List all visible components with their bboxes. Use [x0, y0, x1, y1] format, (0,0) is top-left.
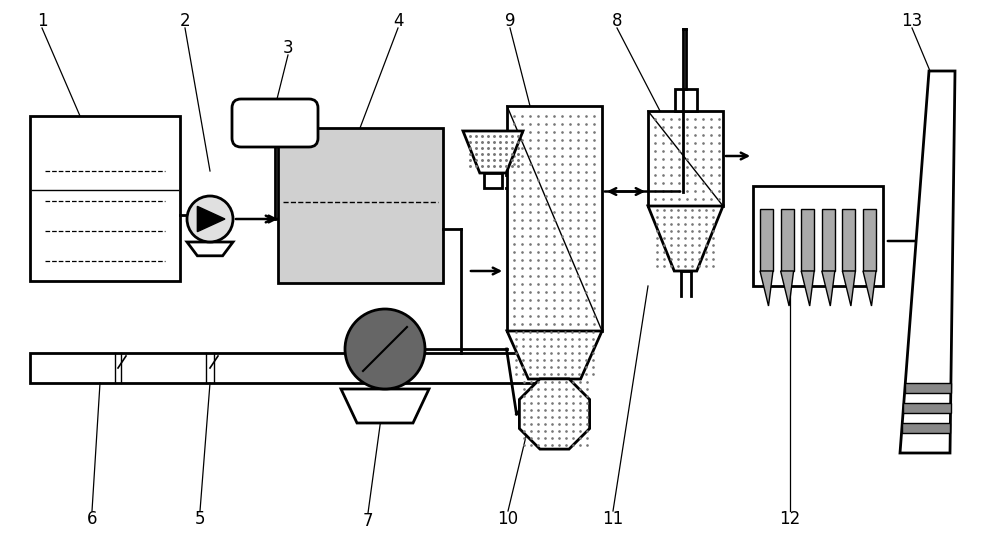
Polygon shape	[900, 71, 955, 453]
Bar	[903, 403, 951, 413]
Bar	[760, 209, 773, 271]
Text: 1: 1	[37, 12, 47, 30]
Text: 4: 4	[393, 12, 403, 30]
Circle shape	[345, 309, 425, 389]
Bar	[863, 209, 876, 271]
Text: 2: 2	[180, 12, 190, 30]
Polygon shape	[507, 331, 602, 379]
Text: 12: 12	[779, 510, 801, 528]
Bar	[278, 128, 443, 283]
Text: 7: 7	[363, 512, 373, 530]
Bar	[30, 353, 555, 383]
Text: 13: 13	[901, 12, 923, 30]
Polygon shape	[197, 206, 225, 232]
Bar	[801, 209, 814, 271]
Text: 9: 9	[505, 12, 515, 30]
Text: 8: 8	[612, 12, 622, 30]
Polygon shape	[463, 131, 523, 173]
Text: 10: 10	[497, 510, 519, 528]
Bar	[753, 186, 883, 286]
Polygon shape	[341, 389, 429, 423]
Polygon shape	[648, 206, 723, 271]
FancyBboxPatch shape	[232, 99, 318, 147]
Circle shape	[187, 196, 233, 242]
Bar	[905, 383, 951, 393]
Polygon shape	[760, 271, 773, 306]
Bar	[30, 116, 180, 281]
Polygon shape	[519, 379, 590, 449]
Polygon shape	[781, 271, 794, 306]
Bar	[674, 89, 696, 111]
Bar	[781, 209, 794, 271]
Bar	[648, 111, 723, 206]
Text: 3: 3	[283, 39, 293, 57]
Bar	[507, 106, 602, 331]
Bar	[822, 209, 835, 271]
Bar	[484, 173, 502, 188]
Text: 5: 5	[195, 510, 205, 528]
Bar	[842, 209, 855, 271]
Polygon shape	[863, 271, 876, 306]
Polygon shape	[822, 271, 835, 306]
Polygon shape	[187, 242, 233, 256]
Polygon shape	[842, 271, 855, 306]
Bar	[902, 423, 950, 433]
Text: 11: 11	[602, 510, 624, 528]
Polygon shape	[801, 271, 814, 306]
Text: 6: 6	[87, 510, 97, 528]
